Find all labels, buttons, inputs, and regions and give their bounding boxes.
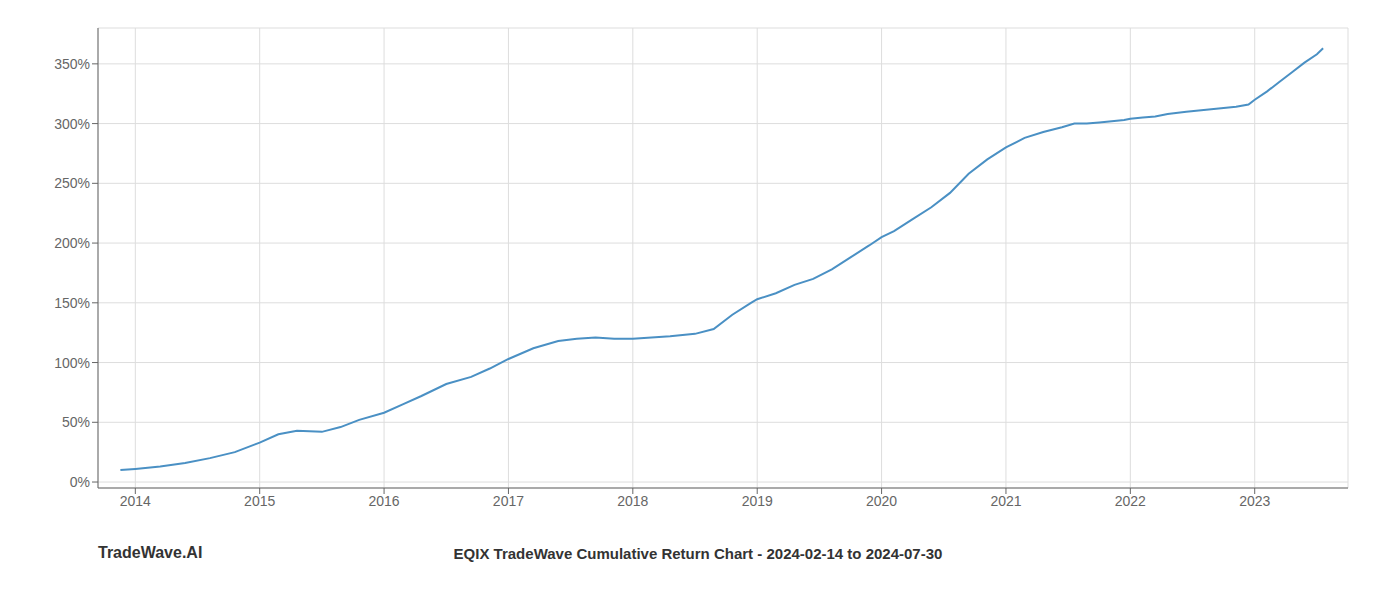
svg-text:50%: 50%: [62, 414, 90, 430]
svg-text:350%: 350%: [54, 56, 90, 72]
svg-text:2022: 2022: [1115, 493, 1146, 509]
svg-text:2020: 2020: [866, 493, 897, 509]
svg-text:300%: 300%: [54, 116, 90, 132]
svg-text:2023: 2023: [1239, 493, 1270, 509]
svg-text:2018: 2018: [617, 493, 648, 509]
html-text:TradeWave.AI: TradeWave.AI: [98, 544, 203, 561]
svg-text:2014: 2014: [120, 493, 151, 509]
svg-text:2021: 2021: [990, 493, 1021, 509]
svg-text:200%: 200%: [54, 235, 90, 251]
svg-text:250%: 250%: [54, 175, 90, 191]
svg-text:2016: 2016: [368, 493, 399, 509]
svg-text:0%: 0%: [70, 474, 90, 490]
html-text:EQIX TradeWave Cumulative Retu: EQIX TradeWave Cumulative Return Chart -…: [453, 544, 943, 562]
svg-text:2019: 2019: [742, 493, 773, 509]
svg-text:150%: 150%: [54, 295, 90, 311]
svg-text:2017: 2017: [493, 493, 524, 509]
svg-text:100%: 100%: [54, 355, 90, 371]
svg-text:2015: 2015: [244, 493, 275, 509]
